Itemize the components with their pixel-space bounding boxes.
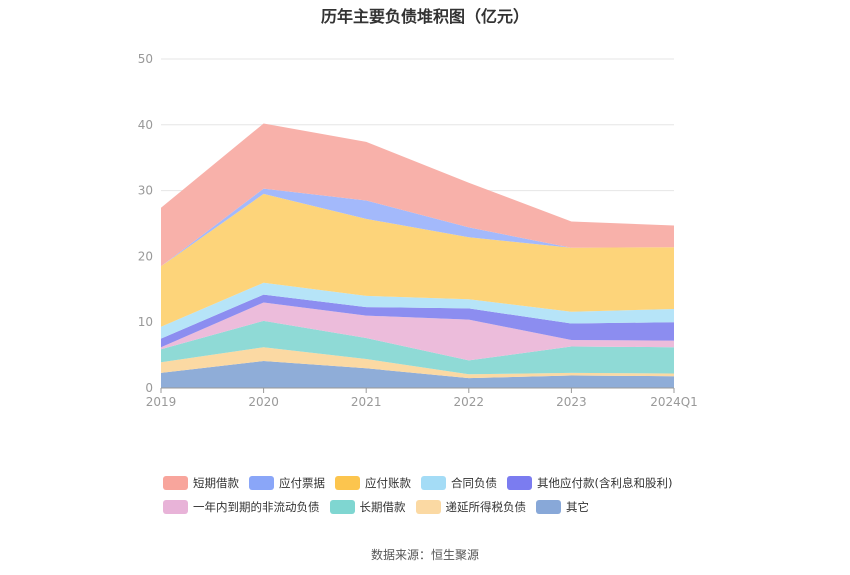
legend-row: 短期借款 应付票据 应付账款 合同负债 其他应付款(含利息和股利)	[163, 472, 723, 494]
y-tick-label: 20	[138, 249, 153, 263]
axes: 0 10 20 30 40 50 2019 2020 2021 2022 2023 2024Q1	[138, 52, 698, 409]
area-3	[161, 302, 674, 361]
y-tick-label: 30	[138, 184, 153, 198]
legend-swatch	[507, 476, 532, 490]
x-tick-label: 2024Q1	[650, 395, 698, 409]
y-tick-label: 0	[145, 381, 153, 395]
x-tick-label: 2023	[556, 395, 587, 409]
legend-swatch	[163, 500, 188, 514]
y-tick-label: 10	[138, 315, 153, 329]
legend-swatch	[536, 500, 561, 514]
area-5	[161, 282, 674, 339]
chart-plot: 0 10 20 30 40 50 2019 2020 2021 2022 2023 2024Q1	[138, 52, 698, 409]
legend-label: 其它	[566, 500, 589, 514]
x-tick-label: 2021	[351, 395, 382, 409]
legend-label: 递延所得税负债	[445, 500, 527, 514]
legend-item[interactable]: 递延所得税负债	[415, 499, 527, 515]
legend-label: 长期借款	[359, 500, 406, 514]
legend-item[interactable]: 一年内到期的非流动负债	[163, 499, 320, 515]
legend-swatch	[329, 500, 355, 514]
area-2	[161, 320, 674, 375]
legend-swatch	[335, 476, 360, 490]
area-8	[161, 123, 674, 267]
legend-swatch	[421, 476, 446, 490]
area-0	[161, 361, 674, 388]
legend-item[interactable]: 应付票据	[249, 475, 325, 491]
area-1	[161, 347, 674, 379]
area-6	[161, 193, 674, 327]
area-7	[161, 188, 674, 267]
area-4	[161, 294, 674, 348]
legend-swatch	[415, 500, 441, 514]
legend-item[interactable]: 其他应付款(含利息和股利)	[507, 475, 672, 491]
legend-label: 应付票据	[279, 476, 325, 490]
legend-label: 应付账款	[365, 476, 411, 490]
legend-label: 合同负债	[451, 476, 497, 490]
x-tick-label: 2020	[248, 395, 279, 409]
legend-swatch	[163, 476, 188, 490]
legend-row: 一年内到期的非流动负债 长期借款 递延所得税负债 其它	[163, 496, 723, 518]
legend-item[interactable]: 短期借款	[163, 475, 239, 491]
legend: 短期借款 应付票据 应付账款 合同负债 其他应付款(含利息和股利) 一年内到期的非流动负债…	[163, 472, 723, 520]
y-tick-label: 40	[138, 118, 153, 132]
x-tick-label: 2019	[146, 395, 177, 409]
y-tick-label: 50	[138, 52, 153, 66]
legend-swatch	[249, 476, 274, 490]
legend-label: 短期借款	[193, 476, 239, 490]
legend-item[interactable]: 其它	[536, 499, 589, 515]
chart-title: 历年主要负债堆积图（亿元）	[320, 7, 529, 26]
legend-item[interactable]: 合同负债	[421, 475, 497, 491]
data-source-note: 数据来源：恒生聚源	[370, 548, 479, 562]
legend-label: 一年内到期的非流动负债	[193, 500, 320, 514]
legend-item[interactable]: 应付账款	[335, 475, 411, 491]
x-tick-label: 2022	[454, 395, 485, 409]
legend-item[interactable]: 长期借款	[329, 499, 406, 515]
legend-label: 其他应付款(含利息和股利)	[537, 476, 673, 490]
area-series	[161, 123, 674, 388]
